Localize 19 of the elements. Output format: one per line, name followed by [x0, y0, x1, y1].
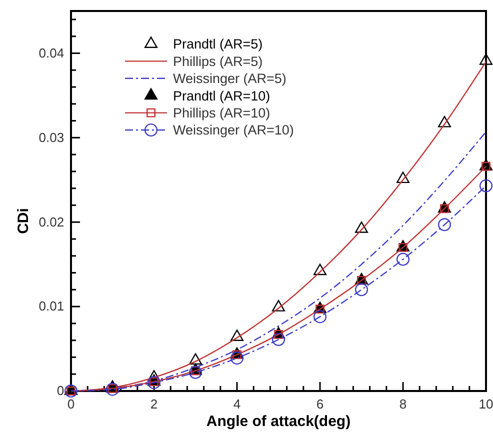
- legend-label: Weissinger (AR=10): [173, 122, 294, 138]
- legend-label: Prandtl (AR=5): [173, 36, 263, 52]
- x-tick-label: 4: [233, 396, 241, 412]
- y-axis-title: CDi: [15, 208, 32, 234]
- x-tick-label: 2: [150, 396, 158, 412]
- legend-label: Prandtl (AR=10): [173, 88, 270, 104]
- legend-label: Phillips (AR=10): [173, 106, 270, 121]
- y-tick-label: 0.03: [38, 130, 64, 145]
- x-tick-label: 6: [316, 396, 324, 412]
- y-tick-label: 0.01: [38, 298, 64, 314]
- x-tick-label: 8: [399, 396, 407, 412]
- legend-label: Weissinger (AR=5): [173, 71, 286, 86]
- y-tick-label: 0: [56, 383, 64, 398]
- y-tick-label: 0.04: [38, 45, 64, 60]
- x-tick-label: 0: [67, 396, 75, 412]
- x-tick-label: 10: [478, 396, 493, 412]
- x-axis-title: Angle of attack(deg): [206, 413, 351, 430]
- legend-label: Phillips (AR=5): [173, 54, 263, 69]
- y-tick-label: 0.02: [38, 214, 64, 230]
